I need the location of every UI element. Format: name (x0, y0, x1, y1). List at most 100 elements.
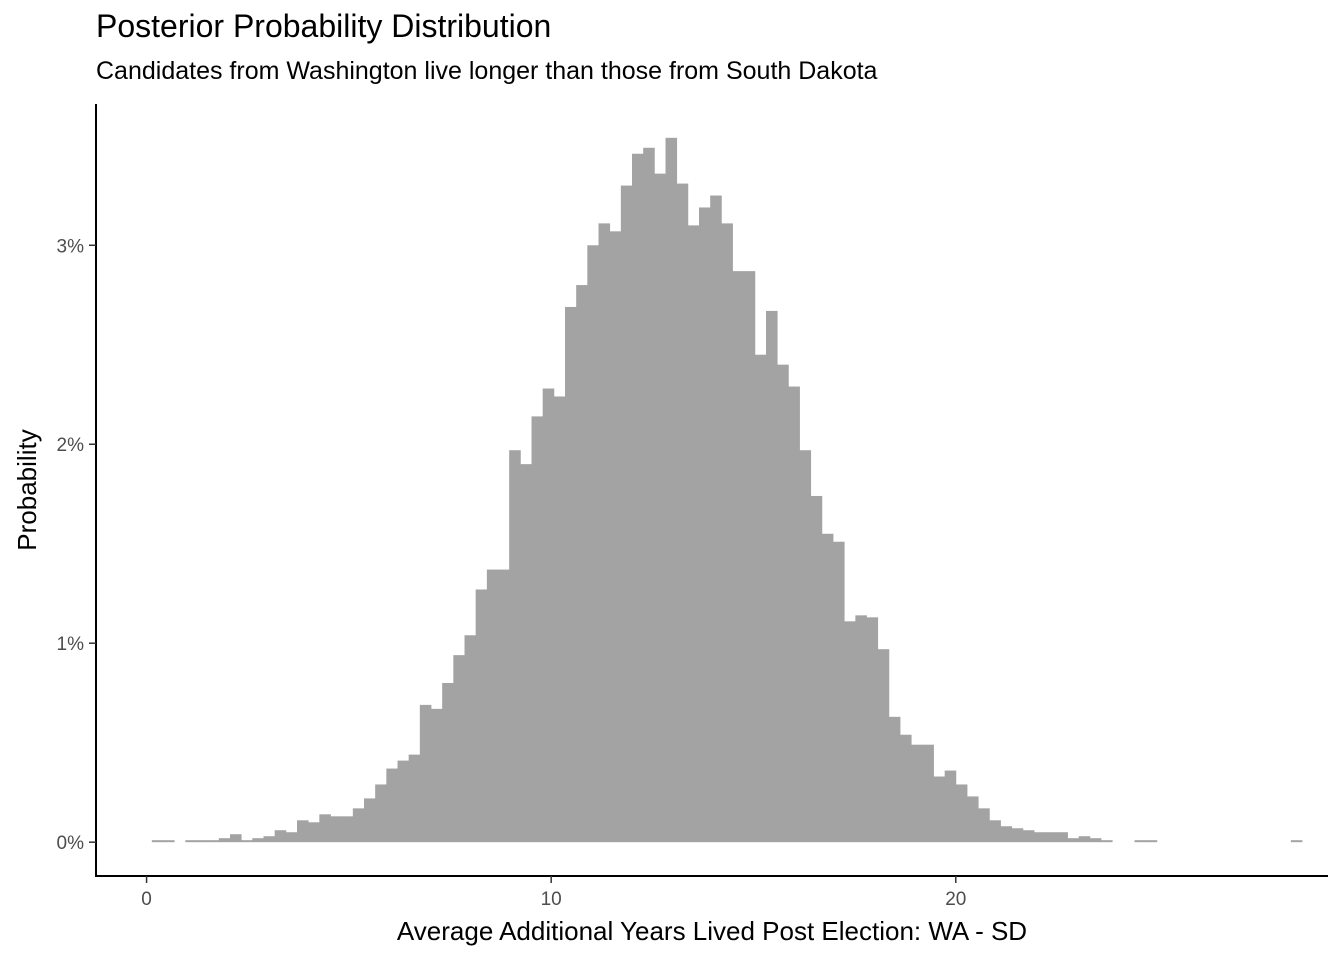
x-axis-title: Average Additional Years Lived Post Elec… (397, 916, 1027, 946)
histogram-bar (844, 621, 856, 843)
histogram-bar (274, 830, 287, 843)
histogram-bar (922, 744, 934, 843)
x-axis-ticks: 0 10 20 (141, 876, 966, 910)
histogram-bar (486, 569, 499, 843)
histogram-bar (207, 840, 220, 843)
histogram-bar (743, 271, 756, 843)
histogram-bar (866, 617, 879, 843)
y-tick-label: 1% (57, 634, 85, 655)
histogram-bar (1034, 832, 1046, 843)
histogram-bar (330, 816, 343, 843)
x-tick-label: 10 (541, 889, 562, 910)
histogram-bar (654, 173, 666, 843)
histogram-bar (643, 147, 655, 843)
histogram-bar (520, 464, 532, 843)
histogram-bar (777, 364, 789, 843)
histogram-bar (230, 834, 242, 843)
histogram-bar (464, 635, 477, 843)
histogram-bar (442, 683, 454, 843)
histogram-bar (1101, 840, 1113, 843)
histogram-bar (475, 589, 488, 843)
histogram-bar (855, 615, 867, 843)
histogram-bar (386, 768, 398, 843)
histogram-bar (185, 840, 197, 843)
histogram-bar (877, 649, 890, 843)
histogram-bar (1056, 832, 1068, 843)
histogram-bar (565, 306, 577, 843)
histogram-bar (676, 183, 689, 843)
histogram-bar (364, 798, 376, 843)
histogram-bar (453, 655, 465, 843)
histogram-bar (721, 223, 733, 843)
histogram-bar (810, 495, 823, 843)
histogram-bar (900, 734, 912, 843)
histogram-bar (978, 808, 990, 843)
histogram-bar (1078, 836, 1091, 843)
histogram-bar (319, 814, 331, 843)
histogram-bar (933, 776, 946, 843)
histogram-bar (576, 285, 588, 843)
histogram-bar (252, 838, 264, 843)
histogram-bar (687, 225, 700, 843)
histogram-bar (308, 822, 320, 843)
y-tick-label: 2% (57, 435, 85, 456)
histogram-bar (1134, 840, 1147, 843)
histogram-bar (196, 840, 209, 843)
x-tick-label: 0 (141, 889, 152, 910)
histogram-bar (397, 760, 410, 843)
histogram-bar (1089, 838, 1102, 843)
histogram-bar (1290, 840, 1303, 843)
histogram-bar (609, 231, 622, 843)
histogram-bar (766, 310, 778, 843)
histogram-bar (218, 838, 231, 843)
histogram-bar (1011, 828, 1024, 843)
histogram-bar (297, 820, 309, 843)
histogram-bar (1067, 838, 1080, 843)
histogram-bar (1000, 826, 1013, 843)
histogram-bar (553, 396, 566, 843)
x-tick-label: 20 (945, 889, 966, 910)
histogram-bar (632, 153, 644, 843)
histogram-bar (620, 185, 633, 843)
y-axis-ticks: 0% 1% 2% 3% (57, 236, 96, 854)
histogram-bar (509, 450, 521, 843)
histogram-bar (375, 784, 387, 843)
histogram-bar (285, 832, 298, 843)
y-tick-label: 3% (57, 236, 85, 257)
chart-title: Posterior Probability Distribution (96, 8, 552, 44)
histogram-bar (967, 796, 979, 843)
histogram-bar (341, 816, 354, 843)
histogram-bar (665, 137, 678, 843)
histogram-bar (944, 770, 957, 843)
histogram-bar (431, 708, 443, 843)
histogram-bar (1045, 832, 1057, 843)
histogram-bar (587, 245, 599, 843)
histogram-bar (151, 840, 164, 843)
histogram-bar (732, 271, 745, 843)
y-axis-title: Probability (12, 429, 42, 550)
histogram-bar (888, 716, 901, 843)
histogram-bar (821, 533, 834, 843)
histogram-bar (1022, 830, 1035, 843)
histogram-bar (598, 223, 611, 843)
histogram-bar (989, 820, 1001, 843)
chart-subtitle: Candidates from Washington live longer t… (96, 57, 878, 85)
histogram-bar (699, 207, 711, 843)
histogram-bar (408, 754, 421, 843)
histogram-bar (833, 541, 845, 843)
histogram-bar (1145, 840, 1158, 843)
histogram-bar (531, 416, 544, 843)
histogram-bar (263, 836, 276, 843)
histogram-bar (419, 704, 432, 843)
histogram-bar (163, 840, 175, 843)
histogram-bar (754, 354, 767, 843)
histogram-bar (799, 450, 812, 843)
histogram-bar (710, 195, 722, 843)
histogram-bars (151, 137, 1303, 843)
histogram-bar (911, 744, 923, 843)
histogram-bar (352, 808, 365, 843)
histogram-bar (498, 569, 510, 843)
y-tick-label: 0% (57, 833, 85, 854)
histogram-bar (542, 388, 555, 843)
